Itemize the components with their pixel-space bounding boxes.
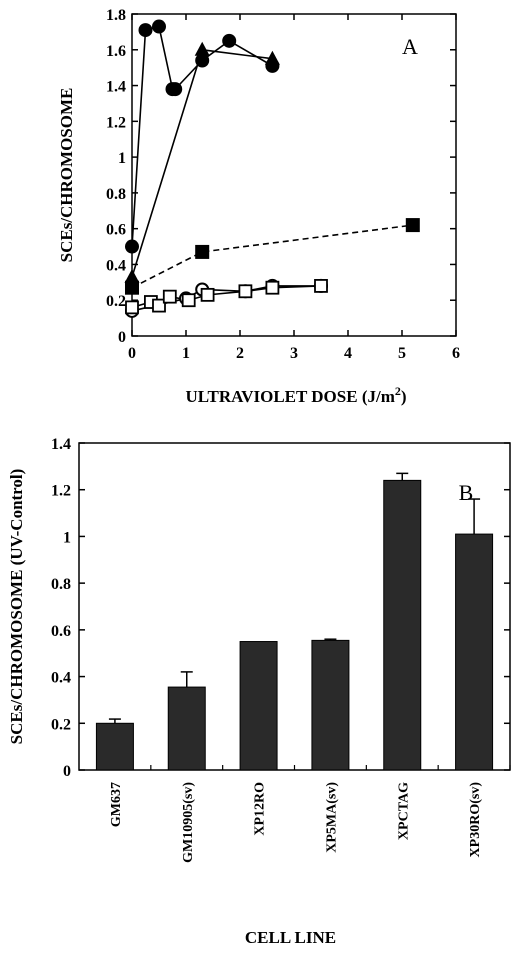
- bar: [383, 479, 422, 771]
- bar: [455, 533, 494, 771]
- y-tick-label-b: 0: [63, 763, 71, 780]
- data-point-open-square: [181, 293, 196, 308]
- y-tick-label-a: 1.4: [106, 79, 126, 96]
- data-point-filled-circle: [138, 23, 153, 38]
- data-point-filled-square: [125, 280, 139, 295]
- y-tick-label-a: 1.6: [106, 43, 126, 60]
- category-label: XP12RO: [253, 782, 268, 836]
- bar: [239, 641, 278, 771]
- data-point-open-square: [162, 289, 177, 304]
- chart-a: 0 0.2 0.4 0.6 0.8 1 1.2 1.4 1.6 1.8 0 1 2 3 4 5 6 ULTRAVI…: [57, 7, 460, 406]
- y-tick-label-b: 1.4: [51, 436, 71, 453]
- data-point-open-square: [200, 287, 215, 302]
- x-tick-label-a: 2: [236, 345, 244, 362]
- data-point-filled-circle: [195, 53, 210, 68]
- data-point-filled-circle: [152, 19, 166, 34]
- x-axis-label-a-text: ULTRAVIOLET DOSE (J/m: [185, 387, 394, 406]
- data-point-open-square: [238, 284, 253, 299]
- data-point-open-square: [265, 280, 280, 295]
- chart-b: 0 0.2 0.4 0.6 0.8 1 1.2 1.4 GM637 GM10905(sv) XP12…: [7, 436, 511, 947]
- x-tick-label-a: 4: [344, 345, 352, 362]
- x-tick-label-a: 6: [452, 345, 460, 362]
- y-tick-label-b: 0.8: [51, 576, 71, 593]
- x-axis-label-a: ULTRAVIOLET DOSE (J/m2): [185, 384, 406, 406]
- y-tick-label-a: 0.8: [106, 186, 126, 203]
- y-tick-label-a: 1.2: [106, 114, 126, 131]
- x-axis-label-a-close: ): [401, 387, 407, 406]
- x-tick-label-a: 5: [398, 345, 406, 362]
- category-label: XP30RO(sv): [468, 782, 483, 858]
- x-tick-label-a: 3: [290, 345, 298, 362]
- data-point-filled-circle: [125, 239, 139, 254]
- y-tick-label-b: 0.2: [51, 716, 71, 733]
- data-point-filled-circle: [222, 33, 237, 48]
- category-label: XP5MA(sv): [324, 782, 339, 853]
- series-line-open-circle: [131, 285, 321, 312]
- y-tick-label-a: 0.6: [106, 222, 126, 239]
- y-tick-label-a: 0.4: [106, 257, 126, 274]
- bar: [95, 722, 134, 771]
- x-axis-label-b: CELL LINE: [245, 928, 336, 947]
- y-tick-label-a: 1: [118, 150, 126, 167]
- plot-frame-b: [78, 442, 511, 771]
- category-label: XPCTAG: [396, 782, 411, 840]
- data-point-filled-triangle: [264, 50, 280, 65]
- y-tick-label-b: 1.2: [51, 483, 71, 500]
- y-tick-label-a: 1.8: [106, 7, 126, 24]
- data-point-filled-circle: [168, 82, 183, 97]
- series-line-filled-square: [131, 224, 413, 289]
- x-tick-label-a: 1: [182, 345, 190, 362]
- y-tick-label-a: 0.2: [106, 293, 126, 310]
- category-label: GM637: [109, 782, 124, 827]
- category-label: GM10905(sv): [181, 782, 196, 863]
- data-point-filled-square: [405, 218, 420, 233]
- data-point-filled-square: [195, 244, 210, 259]
- x-axis-label-a-sup: 2: [395, 384, 401, 398]
- data-point-open-square: [152, 298, 166, 313]
- y-tick-label-b: 1: [63, 529, 71, 546]
- data-point-open-square: [125, 300, 139, 315]
- data-point-open-square: [314, 279, 328, 293]
- y-tick-label-a: 0: [118, 329, 126, 346]
- bar: [311, 639, 350, 771]
- x-tick-label-a: 0: [128, 345, 136, 362]
- series-line-filled-triangle: [131, 48, 273, 278]
- data-point-filled-triangle: [194, 41, 210, 56]
- data-point-filled-triangle: [124, 268, 140, 283]
- panel-label-a: A: [402, 34, 418, 59]
- bar: [167, 686, 206, 771]
- y-tick-label-b: 0.6: [51, 623, 71, 640]
- panel-label-b: B: [459, 480, 474, 505]
- y-tick-label-b: 0.4: [51, 670, 71, 687]
- y-axis-label-b: SCEs/CHROMOSOME (UV-Control): [7, 469, 26, 745]
- y-axis-label-a: SCEs/CHROMOSOME: [57, 88, 76, 263]
